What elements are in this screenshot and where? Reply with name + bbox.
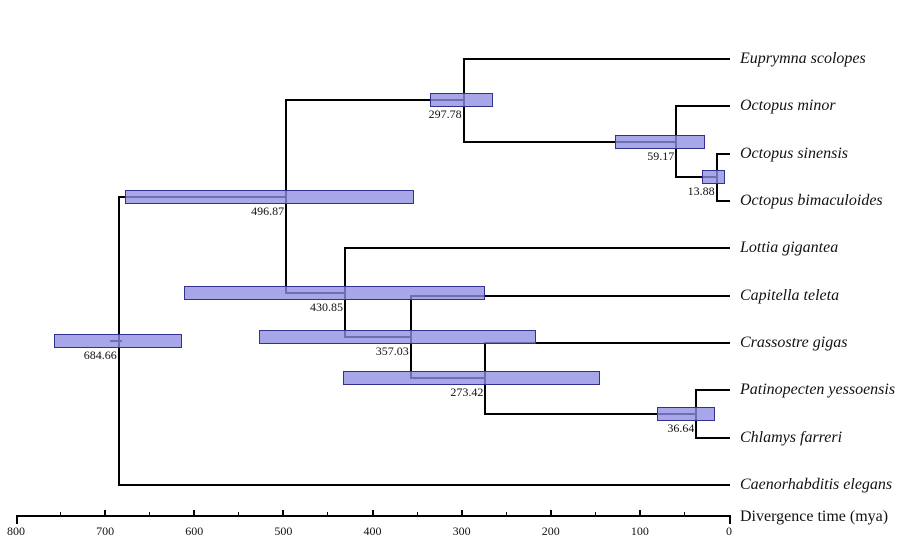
axis-tick-label: 300 xyxy=(452,524,471,538)
node-age-label: 13.88 xyxy=(687,184,715,199)
axis-tick-label: 600 xyxy=(185,524,204,538)
species-label: Lottia gigantea xyxy=(740,239,839,257)
node-age-label: 59.17 xyxy=(647,148,675,163)
ci-bar xyxy=(701,170,725,185)
axis-minor-tick xyxy=(60,512,62,516)
node-age-label: 297.78 xyxy=(428,107,462,122)
axis-minor-tick xyxy=(416,512,418,516)
node-age-label: 496.87 xyxy=(251,203,285,218)
axis-tick-label: 800 xyxy=(7,524,25,538)
axis-tick-label: 500 xyxy=(274,524,293,538)
species-label: Patinopecten yessoensis xyxy=(740,381,896,399)
ci-bar xyxy=(259,330,536,345)
species-label: Caenorhabditis elegans xyxy=(740,475,893,493)
species-label: Chlamys farreri xyxy=(740,428,843,446)
species-label: Crassostre gigas xyxy=(740,333,848,351)
axis-title: Divergence time (mya) xyxy=(740,508,889,525)
branch-hline xyxy=(695,436,730,439)
axis-tick xyxy=(282,510,285,516)
node-age-label: 357.03 xyxy=(375,344,409,359)
axis-minor-tick xyxy=(327,512,329,516)
species-label: Capitella teleta xyxy=(740,286,840,304)
branch-hline xyxy=(484,341,730,344)
branch-hline xyxy=(695,389,730,392)
branch-hline xyxy=(715,199,730,202)
ci-bar xyxy=(656,406,715,421)
axis-tick-label: 400 xyxy=(363,524,382,538)
axis-tick-label: 100 xyxy=(630,524,649,538)
axis-minor-tick xyxy=(683,512,685,516)
species-label: Octopus sinensis xyxy=(740,144,848,162)
node-age-label: 430.85 xyxy=(310,299,343,314)
branch-hline xyxy=(462,140,678,143)
axis-tick xyxy=(460,510,463,516)
ci-bar xyxy=(343,371,600,386)
axis-minor-tick xyxy=(149,512,151,516)
axis-tick-label: 700 xyxy=(96,524,115,538)
branch-hline xyxy=(675,176,718,179)
branch-hline xyxy=(675,105,730,108)
node-age-label: 273.42 xyxy=(450,385,484,400)
ci-bar xyxy=(614,134,705,149)
species-label: Octopus bimaculoides xyxy=(740,191,883,209)
axis-tick xyxy=(104,510,107,516)
axis-tick xyxy=(371,510,374,516)
axis-tick xyxy=(549,510,552,516)
species-label: Euprymna scolopes xyxy=(740,50,866,67)
ci-bar xyxy=(429,93,493,108)
species-label: Octopus minor xyxy=(740,97,836,115)
axis-minor-tick xyxy=(505,512,507,516)
axis-tick xyxy=(193,510,196,516)
ci-bar xyxy=(54,333,182,348)
axis-tick-label: 200 xyxy=(541,524,560,538)
axis-line xyxy=(16,515,731,517)
branch-hline xyxy=(409,294,730,297)
axis-tick xyxy=(638,510,641,516)
branch-hline xyxy=(715,152,730,155)
branch-hline xyxy=(117,483,730,486)
branch-hline xyxy=(484,412,698,415)
node-age-label: 684.66 xyxy=(83,347,117,362)
node-age-label: 36.64 xyxy=(667,420,695,435)
branch-hline xyxy=(462,58,730,60)
axis-tick-label: 0 xyxy=(726,524,732,538)
ci-bar xyxy=(184,285,485,300)
axis-end-cap xyxy=(728,516,731,524)
axis-end-cap xyxy=(15,516,18,524)
axis-minor-tick xyxy=(238,512,240,516)
ci-bar xyxy=(124,189,415,204)
axis-minor-tick xyxy=(594,512,596,516)
branch-hline xyxy=(344,247,730,250)
branch-hline xyxy=(285,99,465,102)
